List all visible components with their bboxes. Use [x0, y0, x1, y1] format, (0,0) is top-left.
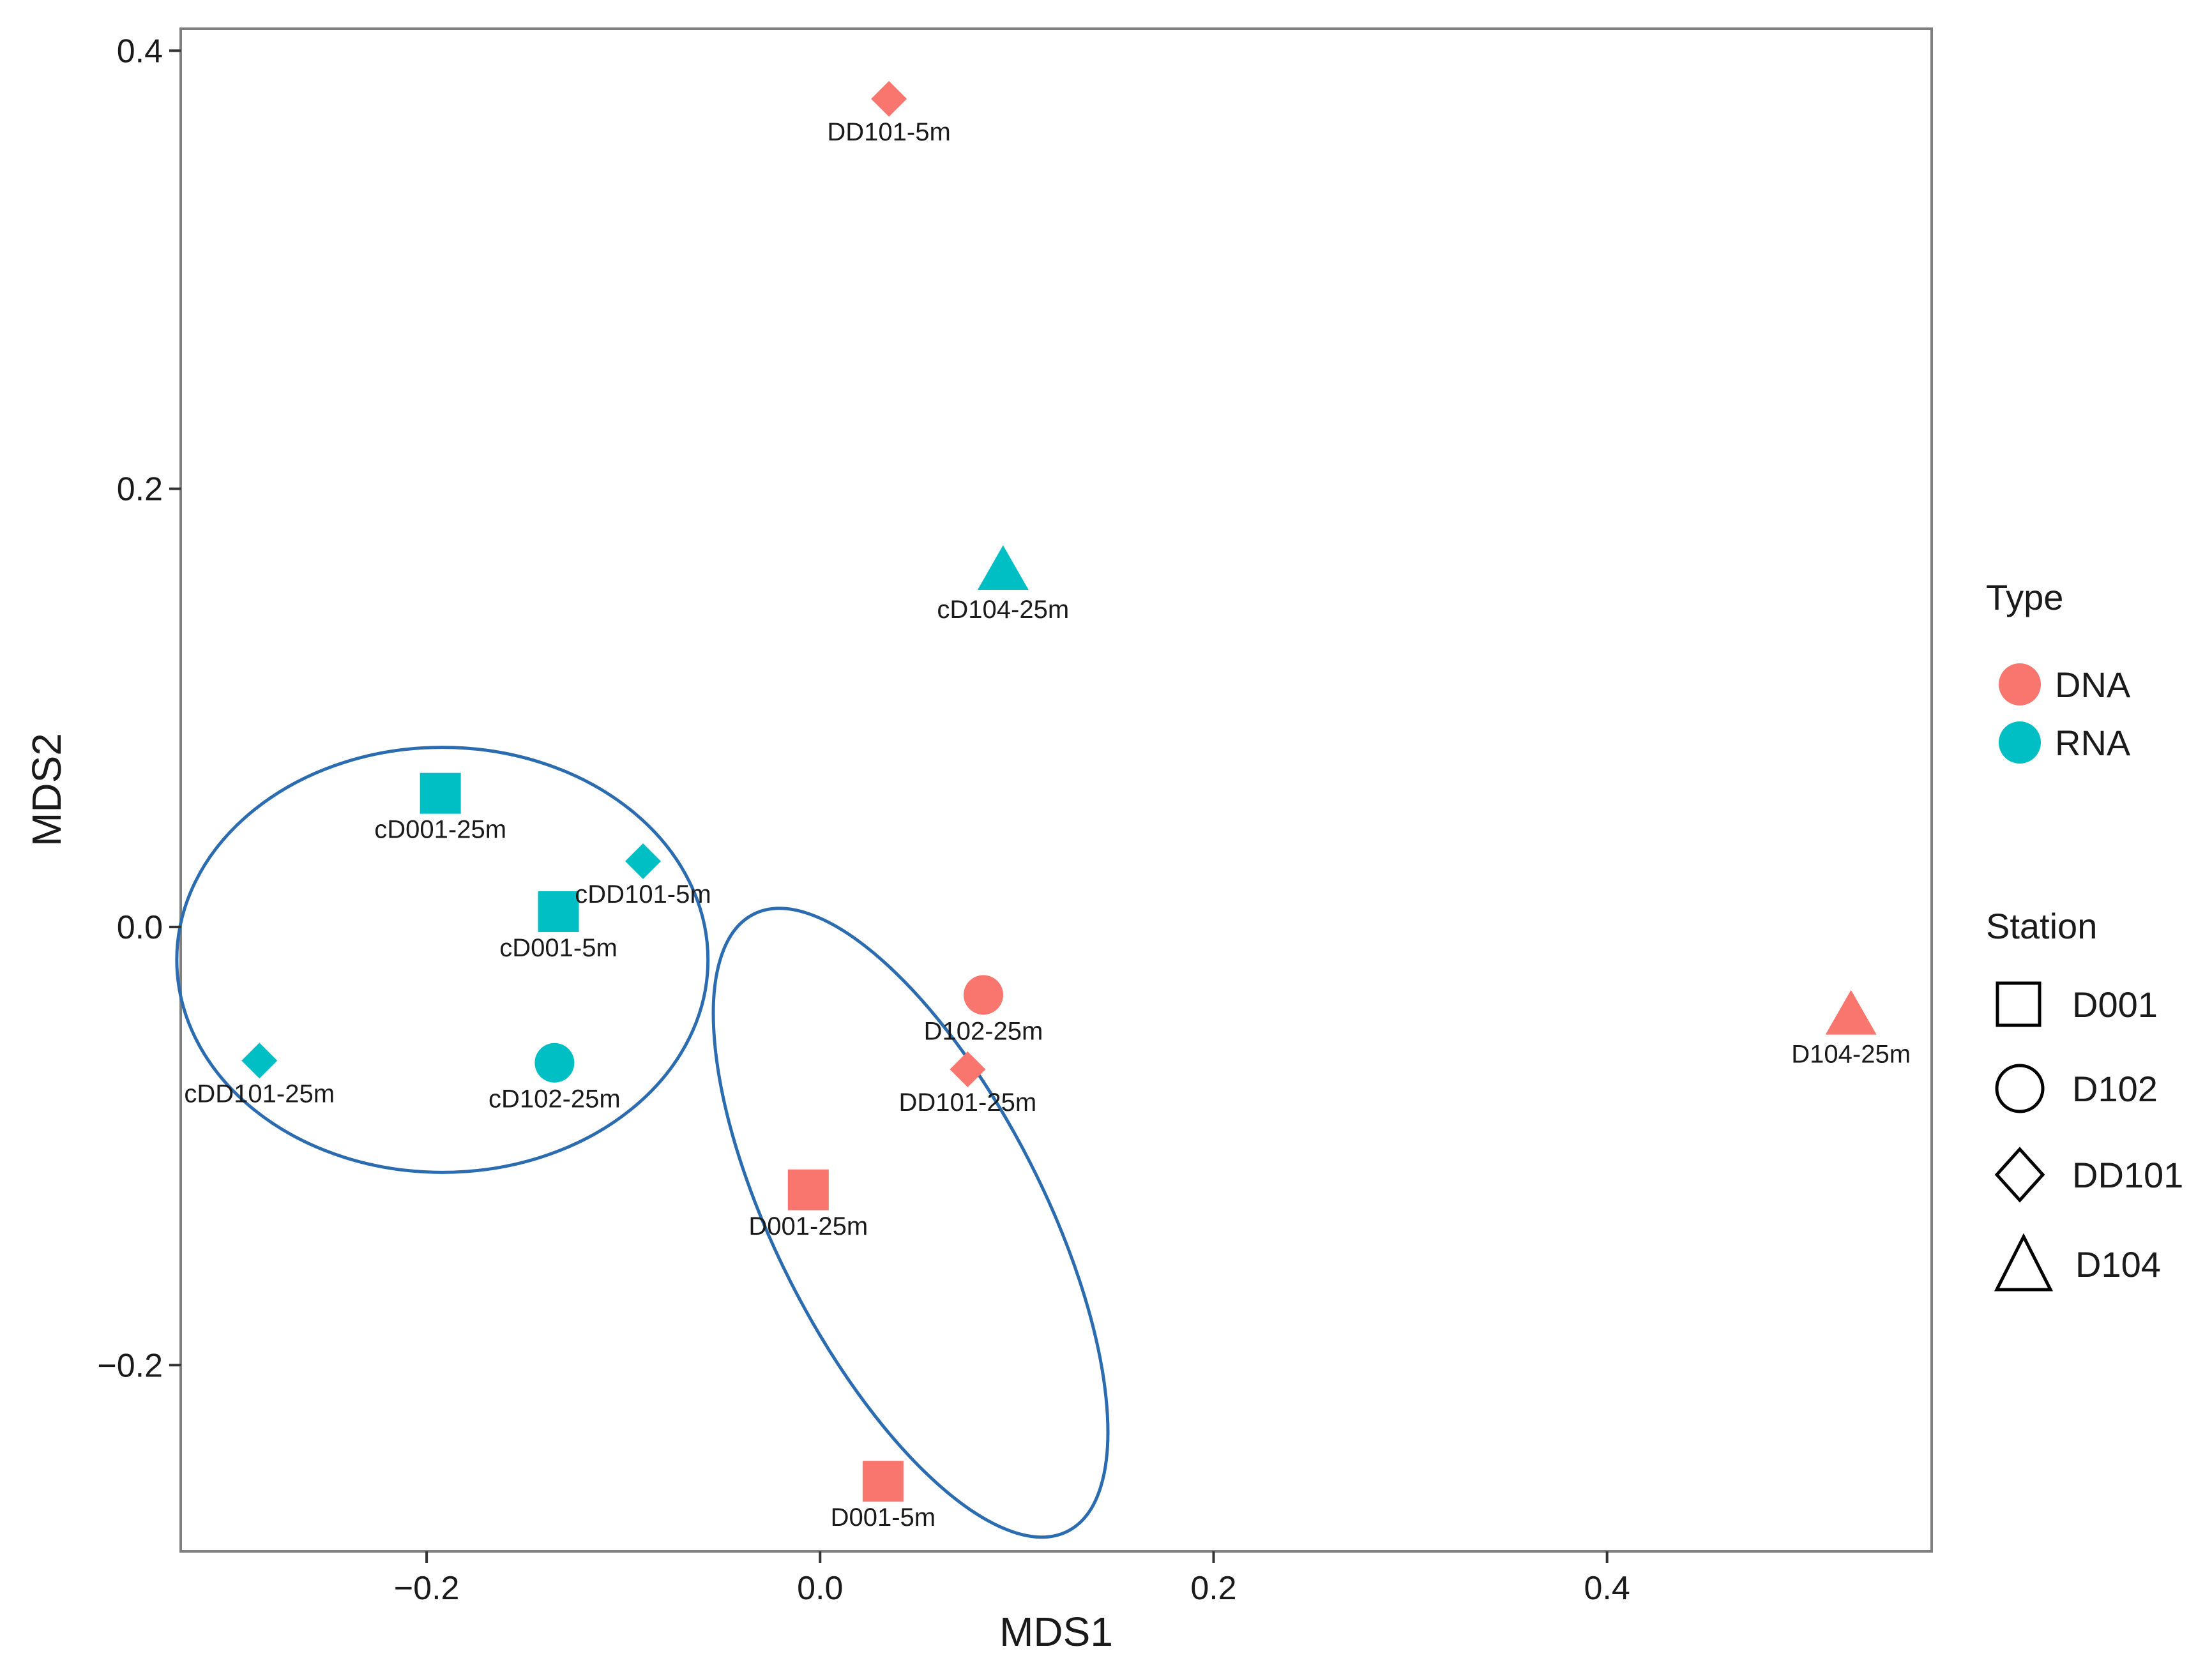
point-cd001-25m — [420, 772, 461, 814]
point-label: cD104-25m — [937, 596, 1069, 624]
point-d104-25m — [1825, 990, 1877, 1035]
point-label: cD102-25m — [489, 1085, 621, 1113]
ellipse-layer — [175, 746, 1110, 1539]
legend-triangle-icon — [1994, 1233, 2054, 1292]
point-label: D001-25m — [748, 1212, 868, 1240]
x-tick-label: 0.0 — [797, 1570, 843, 1607]
legend-station-title: Station — [1986, 906, 2097, 946]
y-tick-label: 0.2 — [117, 471, 163, 508]
point-d001-25m — [787, 1169, 829, 1210]
x-axis-title: MDS1 — [999, 1609, 1113, 1655]
y-tick-label: −0.2 — [97, 1347, 163, 1384]
legend-d104-label: D104 — [2075, 1244, 2161, 1285]
legend-dna-swatch — [1999, 663, 2041, 705]
legend-d001-label: D001 — [2072, 984, 2158, 1025]
legend-square-icon — [1996, 981, 2042, 1027]
x-tick-label: 0.4 — [1584, 1570, 1630, 1607]
legend-rna-label: RNA — [2055, 723, 2131, 763]
point-label: cDD101-25m — [184, 1080, 335, 1108]
legend-dna-label: DNA — [2055, 665, 2131, 705]
point-label: cD001-25m — [374, 816, 506, 844]
plot-panel — [179, 27, 1933, 1553]
point-labels-layer: DD101-5m cD104-25m cD001-25m cDD101-5m cD001… — [184, 118, 1911, 1532]
point-label: cD001-5m — [499, 934, 617, 962]
points-layer — [241, 80, 1877, 1502]
point-label: DD101-25m — [899, 1089, 1037, 1117]
point-label: D001-5m — [831, 1503, 936, 1532]
point-cd001-5m — [538, 891, 579, 932]
legend-type-title: Type — [1986, 577, 2063, 617]
y-tick-label: 0.4 — [117, 33, 163, 70]
legend: Type DNA RNA Station D001 D102 DD101 D10… — [1986, 577, 2183, 1292]
point-cd102-25m — [534, 1043, 575, 1083]
point-label: D104-25m — [1791, 1041, 1911, 1069]
y-axis-title: MDS2 — [24, 733, 70, 847]
x-tick-label: −0.2 — [394, 1570, 460, 1607]
y-tick-label: 0.0 — [117, 909, 163, 946]
legend-diamond-icon — [1994, 1147, 2045, 1203]
point-dd101-5m — [871, 80, 907, 117]
point-dd101-25m — [950, 1051, 986, 1088]
x-tick-label: 0.2 — [1190, 1570, 1236, 1607]
point-cdd101-25m — [241, 1043, 278, 1079]
ellipse-rna — [175, 746, 710, 1174]
legend-dd101-label: DD101 — [2072, 1155, 2183, 1195]
ellipse-dna — [711, 907, 1110, 1539]
point-cd104-25m — [977, 545, 1029, 591]
point-label: DD101-5m — [827, 118, 950, 146]
point-label: D102-25m — [924, 1017, 1043, 1045]
point-label: cDD101-5m — [575, 880, 711, 908]
axes-layer: −0.2 0.0 0.2 0.4 −0.2 0.0 0.2 0.4 — [97, 33, 1630, 1607]
point-cdd101-5m — [625, 843, 662, 880]
legend-d102-label: D102 — [2072, 1069, 2158, 1109]
legend-circle-icon — [1995, 1064, 2045, 1113]
legend-rna-swatch — [1999, 721, 2041, 764]
point-d001-5m — [862, 1461, 904, 1502]
point-d102-25m — [964, 975, 1004, 1015]
